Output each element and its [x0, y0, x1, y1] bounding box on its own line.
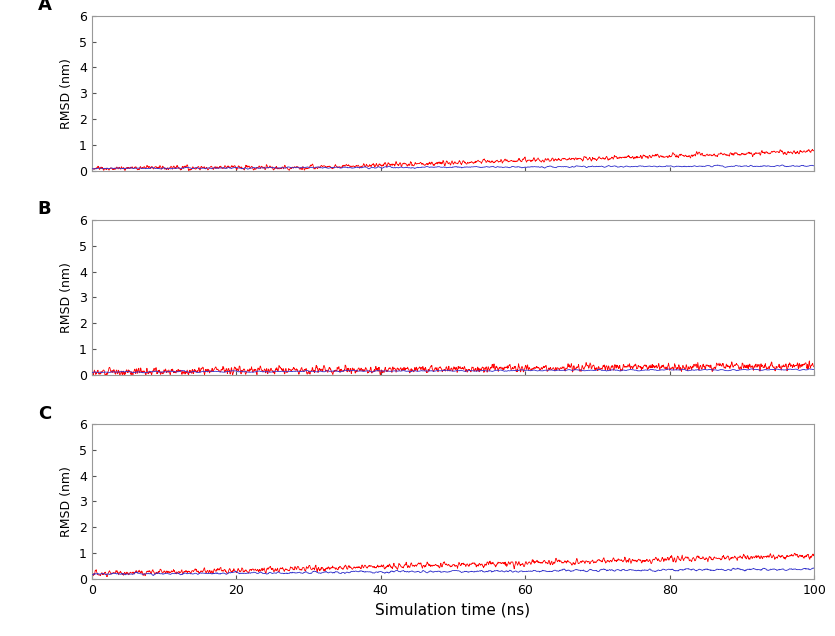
X-axis label: Simulation time (ns): Simulation time (ns) — [376, 602, 530, 617]
Text: A: A — [38, 0, 52, 15]
Text: B: B — [38, 200, 51, 219]
Text: C: C — [38, 404, 51, 422]
Y-axis label: RMSD (nm): RMSD (nm) — [60, 262, 73, 333]
Y-axis label: RMSD (nm): RMSD (nm) — [60, 58, 73, 128]
Y-axis label: RMSD (nm): RMSD (nm) — [60, 466, 73, 537]
